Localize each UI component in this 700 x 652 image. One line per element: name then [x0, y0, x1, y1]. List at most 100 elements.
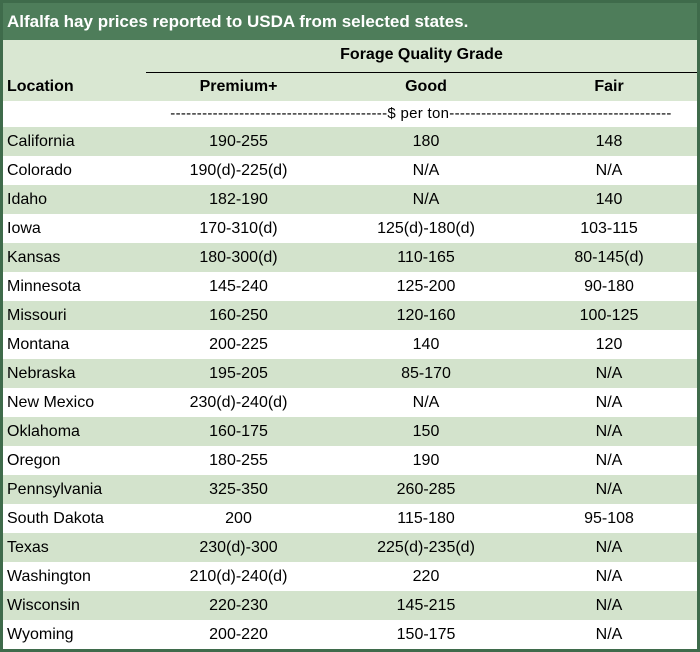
good-cell: 150 — [412, 422, 440, 440]
good-cell: 125(d)-180(d) — [377, 219, 475, 237]
location-cell: Texas — [7, 538, 49, 556]
table-body: California 190-255 180 148 Colorado 190(d)-22… — [3, 127, 697, 649]
column-header-premium: Premium+ — [199, 78, 278, 95]
location-cell: Colorado — [7, 161, 72, 179]
location-cell: Montana — [7, 335, 70, 353]
premium-cell: 325-350 — [209, 480, 268, 498]
location-cell: Idaho — [7, 190, 48, 208]
premium-cell: 220-230 — [209, 596, 268, 614]
premium-cell: 182-190 — [209, 190, 268, 208]
fair-cell: N/A — [595, 393, 623, 411]
good-cell: 145-215 — [396, 596, 456, 614]
table-row: Minnesota 145-240 125-200 90-180 — [3, 272, 697, 301]
table-row: Colorado 190(d)-225(d) N/A N/A — [3, 156, 697, 185]
location-cell: South Dakota — [7, 509, 104, 527]
good-cell: N/A — [412, 393, 440, 411]
location-cell: Pennsylvania — [7, 480, 103, 498]
table-row: Iowa 170-310(d) 125(d)-180(d) 103-115 — [3, 214, 697, 243]
table-row: Idaho 182-190 N/A 140 — [3, 185, 697, 214]
table-row: Washington 210(d)-240(d) 220 N/A — [3, 562, 697, 591]
column-header-fair: Fair — [594, 78, 624, 95]
table-title: Alfalfa hay prices reported to USDA from… — [3, 3, 697, 40]
premium-cell: 200-220 — [209, 625, 268, 643]
table-header: Forage Quality Grade Location Premium+ G… — [3, 40, 697, 101]
fair-cell: 95-108 — [584, 509, 634, 527]
location-cell: Nebraska — [7, 364, 76, 382]
premium-cell: 200-225 — [209, 335, 268, 353]
location-cell: Oregon — [7, 451, 61, 469]
location-cell: Minnesota — [7, 277, 81, 295]
table-row: New Mexico 230(d)-240(d) N/A N/A — [3, 388, 697, 417]
fair-cell: 103-115 — [580, 219, 638, 237]
premium-cell: 145-240 — [209, 277, 268, 295]
units-label: ----------------------------------------… — [170, 105, 672, 122]
premium-cell: 160-175 — [209, 422, 268, 440]
good-cell: 225(d)-235(d) — [377, 538, 475, 556]
fair-cell: N/A — [595, 596, 623, 614]
table-row: Pennsylvania 325-350 260-285 N/A — [3, 475, 697, 504]
table-row: South Dakota 200 115-180 95-108 — [3, 504, 697, 533]
premium-cell: 190(d)-225(d) — [189, 161, 288, 179]
premium-cell: 230(d)-300 — [199, 538, 278, 556]
location-cell: New Mexico — [7, 393, 95, 411]
premium-cell: 170-310(d) — [199, 219, 278, 237]
table-row: Nebraska 195-205 85-170 N/A — [3, 359, 697, 388]
group-header: Forage Quality Grade — [340, 46, 503, 63]
premium-cell: 180-300(d) — [199, 248, 278, 266]
good-cell: 85-170 — [401, 364, 451, 382]
location-cell: Washington — [7, 567, 91, 585]
premium-cell: 195-205 — [209, 364, 268, 382]
location-cell: Oklahoma — [7, 422, 80, 440]
fair-cell: N/A — [595, 451, 623, 469]
table-row: Wyoming 200-220 150-175 N/A — [3, 620, 697, 649]
table-row: Wisconsin 220-230 145-215 N/A — [3, 591, 697, 620]
good-cell: 150-175 — [396, 625, 456, 643]
fair-cell: 80-145(d) — [574, 248, 644, 266]
good-cell: 110-165 — [397, 248, 455, 266]
location-cell: Wyoming — [7, 625, 74, 643]
fair-cell: 140 — [595, 190, 623, 208]
fair-cell: N/A — [595, 364, 623, 382]
good-cell: 140 — [412, 335, 440, 353]
units-row: ----------------------------------------… — [3, 101, 697, 127]
good-cell: 190 — [412, 451, 440, 469]
fair-cell: N/A — [595, 161, 623, 179]
premium-cell: 190-255 — [209, 132, 268, 150]
location-cell: Wisconsin — [7, 596, 80, 614]
premium-cell: 160-250 — [209, 306, 268, 324]
fair-cell: N/A — [595, 538, 623, 556]
good-cell: 260-285 — [396, 480, 456, 498]
good-cell: 180 — [412, 132, 440, 150]
fair-cell: N/A — [595, 567, 623, 585]
premium-cell: 210(d)-240(d) — [189, 567, 288, 585]
fair-cell: 148 — [595, 132, 623, 150]
table-row: Texas 230(d)-300 225(d)-235(d) N/A — [3, 533, 697, 562]
column-header-good: Good — [405, 78, 447, 95]
good-cell: N/A — [412, 190, 440, 208]
table-row: Oregon 180-255 190 N/A — [3, 446, 697, 475]
table-row: Montana 200-225 140 120 — [3, 330, 697, 359]
location-cell: Kansas — [7, 248, 61, 266]
premium-cell: 230(d)-240(d) — [189, 393, 288, 411]
location-cell: Iowa — [7, 219, 41, 237]
table-row: Missouri 160-250 120-160 100-125 — [3, 301, 697, 330]
fair-cell: 100-125 — [579, 306, 639, 324]
group-header-rule — [146, 72, 697, 73]
fair-cell: 90-180 — [584, 277, 634, 295]
fair-cell: N/A — [595, 480, 623, 498]
premium-cell: 200 — [225, 509, 252, 527]
good-cell: 125-200 — [396, 277, 456, 295]
table-row: Kansas 180-300(d) 110-165 80-145(d) — [3, 243, 697, 272]
location-cell: Missouri — [7, 306, 67, 324]
location-cell: California — [7, 132, 75, 150]
column-header-location: Location — [7, 78, 74, 95]
fair-cell: N/A — [595, 625, 623, 643]
fair-cell: N/A — [595, 422, 623, 440]
premium-cell: 180-255 — [209, 451, 268, 469]
good-cell: 220 — [412, 567, 440, 585]
good-cell: N/A — [412, 161, 440, 179]
table-row: Oklahoma 160-175 150 N/A — [3, 417, 697, 446]
table-row: California 190-255 180 148 — [3, 127, 697, 156]
good-cell: 115-180 — [397, 509, 455, 527]
